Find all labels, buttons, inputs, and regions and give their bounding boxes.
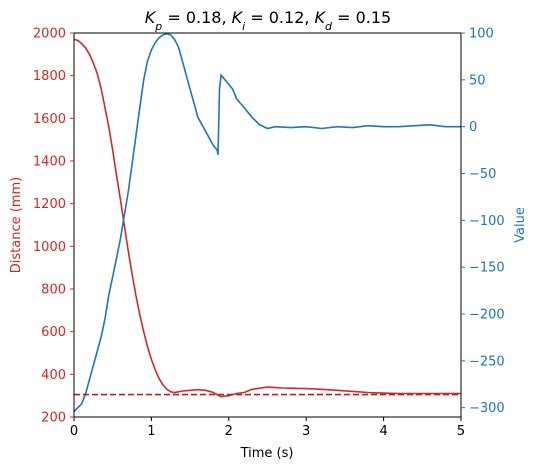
right-y-tick-label: −300: [469, 401, 505, 416]
left-y-tick-label: 800: [41, 283, 66, 298]
left-y-tick-label: 1600: [33, 112, 66, 127]
x-tick-label: 1: [147, 424, 155, 439]
left-y-tick-label: 2000: [33, 27, 66, 42]
right-y-axis-ticks: 100 50 0 −50 −100 −150 −200 −250 −300: [461, 27, 505, 416]
left-y-axis-label: Distance (mm): [9, 177, 24, 273]
right-y-tick-label: −250: [469, 354, 505, 369]
left-y-axis-ticks: 200 400 600 800 1000 1200 1400 1600 1800 2000: [33, 27, 74, 426]
right-y-tick-label: 50: [469, 73, 486, 88]
x-tick-label: 3: [302, 424, 310, 439]
right-y-tick-label: −100: [469, 214, 505, 229]
right-y-tick-label: −200: [469, 307, 505, 322]
right-y-tick-label: −150: [469, 261, 505, 276]
x-tick-label: 5: [457, 424, 465, 439]
left-y-tick-label: 600: [41, 325, 66, 340]
x-axis-label: Time (s): [240, 446, 294, 461]
right-y-axis-label: Value: [513, 207, 528, 243]
x-tick-label: 2: [225, 424, 233, 439]
x-axis-ticks: 0 1 2 3 4 5: [70, 417, 465, 439]
left-y-tick-label: 1000: [33, 240, 66, 255]
series-line-distance-mm: [73, 38, 461, 398]
chart-title: Kp = 0.18, Ki = 0.12, Kd = 0.15: [145, 8, 391, 33]
series-line-value: [73, 33, 461, 412]
x-tick-label: 4: [379, 424, 387, 439]
left-y-tick-label: 1400: [33, 155, 66, 170]
left-y-tick-label: 1800: [33, 69, 66, 84]
x-tick-label: 0: [70, 424, 78, 439]
left-y-tick-label: 1200: [33, 197, 66, 212]
right-y-tick-label: −50: [469, 167, 496, 182]
left-y-tick-label: 400: [41, 368, 66, 383]
left-y-tick-label: 200: [41, 411, 66, 426]
right-y-tick-label: 0: [469, 120, 477, 135]
plot-frame: [73, 32, 462, 418]
plot-lines: [73, 33, 461, 412]
right-y-tick-label: 100: [469, 27, 494, 42]
